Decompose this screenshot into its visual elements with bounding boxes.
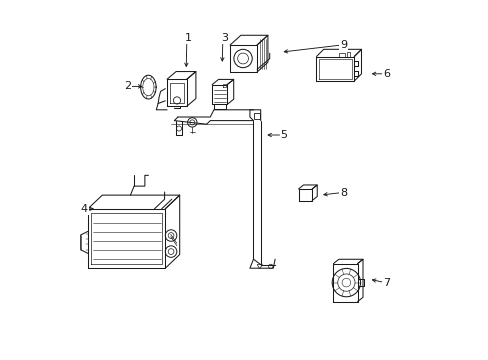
Text: 2: 2: [123, 81, 131, 91]
Text: 3: 3: [221, 33, 228, 43]
Text: 4: 4: [81, 204, 88, 214]
Text: 9: 9: [339, 40, 346, 50]
Text: 5: 5: [280, 130, 287, 140]
Text: 6: 6: [383, 69, 389, 79]
Text: 8: 8: [339, 188, 346, 198]
Text: 7: 7: [383, 278, 389, 288]
Text: 1: 1: [185, 33, 192, 43]
Bar: [254, 113, 259, 119]
